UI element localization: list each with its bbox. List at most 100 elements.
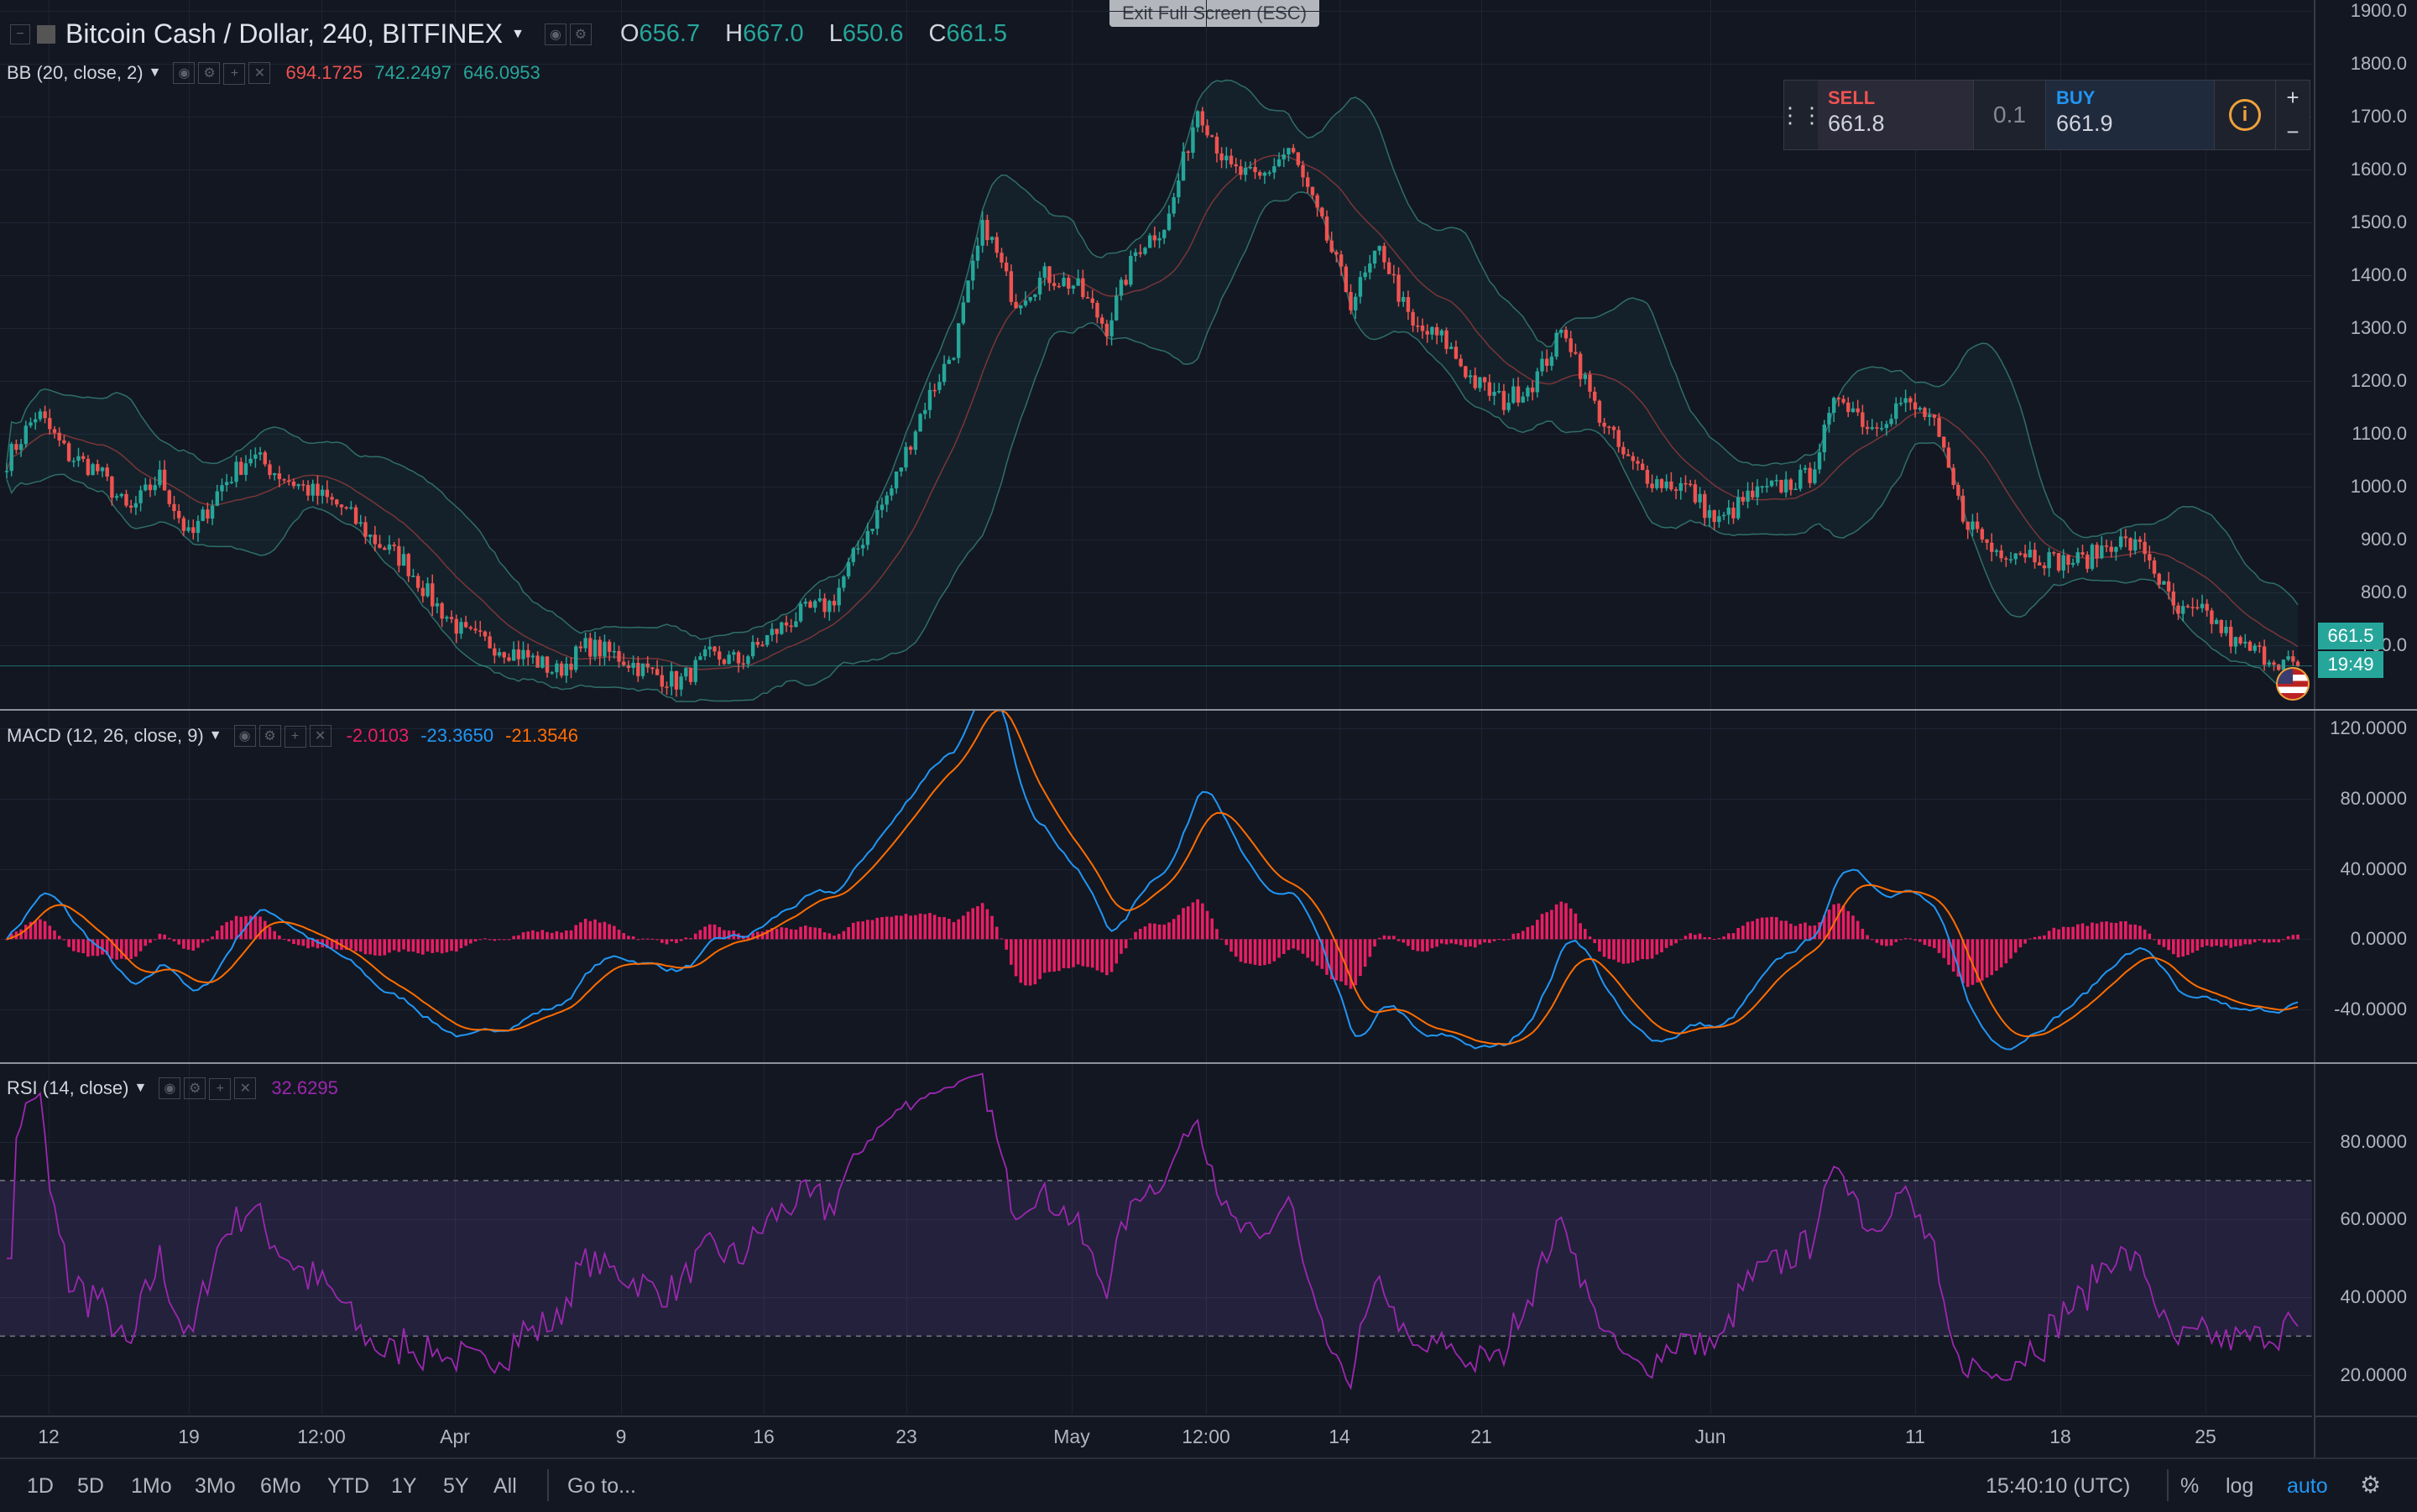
chevron-down-icon[interactable]: ▼: [148, 65, 162, 80]
grid-line-h: [0, 274, 2312, 276]
candle-body: [1243, 167, 1248, 175]
bb-label[interactable]: BB (20, close, 2): [7, 61, 144, 83]
goto-button[interactable]: Go to...: [567, 1474, 636, 1498]
chevron-down-icon[interactable]: ▼: [133, 1080, 148, 1095]
pane-separator[interactable]: [0, 709, 2417, 711]
macd-histogram-bar: [785, 927, 788, 940]
range-button-1d[interactable]: 1D: [27, 1474, 54, 1498]
sell-price: 661.8: [1828, 111, 1885, 136]
macd-histogram-bar: [1272, 939, 1276, 962]
candle-body: [1276, 159, 1282, 167]
candle-body: [2171, 591, 2176, 606]
price-tick-label: 900.0: [2360, 529, 2407, 550]
close-icon[interactable]: ✕: [234, 1077, 257, 1099]
macd-histogram-bar: [469, 939, 472, 944]
candle-body: [2181, 606, 2185, 614]
candle-body: [822, 598, 827, 613]
gear-icon[interactable]: ⚙: [184, 1077, 206, 1099]
macd-label[interactable]: MACD (12, 26, close, 9): [7, 724, 204, 746]
macd-histogram-bar: [34, 920, 37, 940]
macd-histogram-bar: [1646, 939, 1649, 960]
macd-histogram-bar: [1684, 936, 1688, 940]
macd-histogram-bar: [402, 939, 405, 950]
macd-axis[interactable]: 120.0000 80.0000 40.0000 0.0000 -40.0000: [2314, 711, 2417, 1062]
candle-body: [971, 260, 975, 281]
macd-pane[interactable]: [0, 711, 2312, 1062]
macd-histogram-bar: [488, 939, 492, 941]
gear-icon[interactable]: ⚙: [2360, 1472, 2382, 1498]
candle-body: [913, 431, 918, 451]
macd-histogram-bar: [1368, 939, 1372, 957]
macd-histogram-bar: [2167, 939, 2170, 951]
macd-histogram-bar: [1875, 939, 1879, 943]
candle-body: [1368, 263, 1372, 273]
plus-icon[interactable]: +: [2286, 85, 2300, 110]
auto-toggle[interactable]: auto: [2287, 1474, 2328, 1498]
candle-body: [2200, 603, 2205, 608]
candle-body: [263, 452, 267, 465]
macd-histogram-bar: [2143, 929, 2147, 940]
range-button-5d[interactable]: 5D: [77, 1474, 104, 1498]
eye-icon[interactable]: ◉: [159, 1077, 181, 1099]
chevron-down-icon[interactable]: ▼: [511, 26, 525, 41]
drag-handle-icon[interactable]: ⋮⋮: [1779, 102, 1823, 128]
info-button[interactable]: i: [2214, 81, 2275, 149]
collapse-icon[interactable]: −: [10, 23, 30, 44]
log-toggle[interactable]: log: [2226, 1474, 2254, 1498]
rsi-label[interactable]: RSI (14, close): [7, 1077, 129, 1098]
buy-button[interactable]: BUY 661.9: [2046, 81, 2214, 149]
price-axis[interactable]: 1900.0 1800.0 1700.0 1600.0 1500.0 1400.0 1300…: [2314, 0, 2417, 709]
chevron-down-icon[interactable]: ▼: [208, 727, 222, 743]
range-button-5y[interactable]: 5Y: [443, 1474, 469, 1498]
candle-body: [732, 652, 736, 655]
rsi-pane[interactable]: [0, 1064, 2312, 1414]
quantity-field[interactable]: 0.1: [1973, 81, 2046, 149]
eye-icon[interactable]: ◉: [233, 725, 256, 747]
candle-body: [1382, 246, 1386, 263]
candle-body: [425, 583, 430, 597]
range-button-1y[interactable]: 1Y: [391, 1474, 417, 1498]
gear-icon[interactable]: ⚙: [569, 23, 592, 45]
high-value: 667.0: [743, 20, 804, 47]
symbol-header: − Bitcoin Cash / Dollar, 240, BITFINEX ▼…: [10, 18, 1007, 50]
exit-fullscreen-button[interactable]: Exit Full Screen (ESC): [1109, 0, 1319, 27]
macd-histogram-bar: [1454, 939, 1458, 945]
price-pane[interactable]: [0, 0, 2312, 709]
range-button-all[interactable]: All: [493, 1474, 517, 1498]
pane-separator[interactable]: [0, 1062, 2417, 1064]
candle-body: [722, 660, 727, 665]
range-button-ytd[interactable]: YTD: [327, 1474, 369, 1498]
gear-icon[interactable]: ⚙: [258, 725, 281, 747]
minus-icon[interactable]: −: [2286, 119, 2300, 144]
macd-histogram-bar: [1722, 936, 1725, 940]
grid-line-v: [621, 0, 622, 709]
eye-icon[interactable]: ◉: [544, 23, 566, 45]
symbol-title[interactable]: Bitcoin Cash / Dollar, 240, BITFINEX: [65, 18, 504, 49]
macd-histogram-bar: [708, 924, 712, 940]
grid-line-h: [0, 727, 2312, 729]
candle-body: [808, 602, 812, 608]
eye-icon[interactable]: ◉: [173, 62, 196, 84]
plus-icon[interactable]: +: [223, 63, 246, 85]
macd-histogram-bar: [1694, 935, 1697, 940]
range-button-1mo[interactable]: 1Mo: [131, 1474, 172, 1498]
range-button-6mo[interactable]: 6Mo: [260, 1474, 301, 1498]
macd-histogram-bar: [1162, 924, 1167, 940]
macd-histogram-bar: [1689, 933, 1692, 940]
sell-button[interactable]: SELL 661.8: [1818, 81, 1973, 149]
close-icon[interactable]: ✕: [309, 725, 331, 747]
rsi-axis[interactable]: 80.0000 60.0000 40.0000 20.0000: [2314, 1064, 2417, 1416]
plus-icon[interactable]: +: [209, 1078, 232, 1100]
close-icon[interactable]: ✕: [248, 62, 271, 84]
plus-icon[interactable]: +: [284, 726, 306, 748]
candle-body: [1262, 172, 1267, 176]
time-axis[interactable]: 12 19 12:00 Apr 9 16 23 May 12:00 14 21 Jun 11 18 25: [0, 1416, 2312, 1457]
macd-histogram-bar: [1244, 939, 1247, 964]
percent-toggle[interactable]: %: [2180, 1474, 2200, 1498]
grid-line-v: [621, 1064, 622, 1414]
gear-icon[interactable]: ⚙: [198, 62, 221, 84]
candle-body: [158, 469, 162, 486]
range-button-3mo[interactable]: 3Mo: [195, 1474, 236, 1498]
candle-body: [1214, 136, 1219, 154]
flag-icon[interactable]: [2276, 667, 2310, 701]
